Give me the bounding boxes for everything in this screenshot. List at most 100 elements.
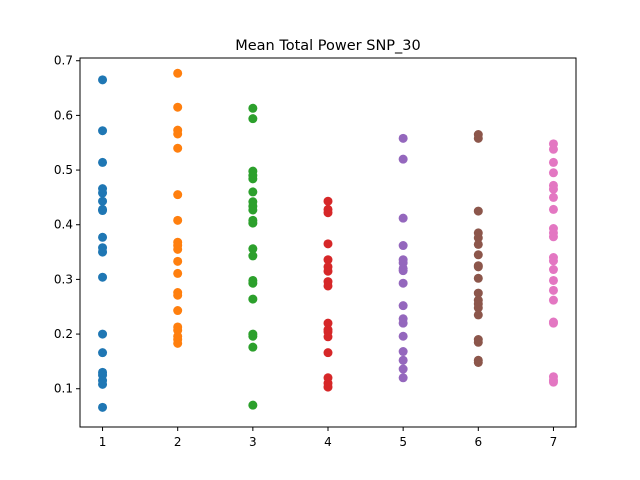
data-point xyxy=(248,205,258,215)
x-tick-label: 3 xyxy=(249,435,257,449)
data-point xyxy=(173,215,183,225)
x-tick-label: 1 xyxy=(99,435,107,449)
data-point xyxy=(98,402,108,412)
data-point xyxy=(98,157,108,167)
data-point xyxy=(323,239,333,249)
data-point xyxy=(323,318,333,328)
data-point xyxy=(248,331,258,341)
data-point xyxy=(548,168,558,178)
data-point xyxy=(248,251,258,261)
data-point xyxy=(548,232,558,242)
data-point xyxy=(248,218,258,228)
data-point xyxy=(323,255,333,265)
series-6 xyxy=(473,130,483,367)
data-point xyxy=(473,288,483,298)
data-point xyxy=(248,278,258,288)
data-point xyxy=(323,208,333,218)
data-point xyxy=(173,306,183,316)
data-point xyxy=(248,103,258,113)
data-point xyxy=(473,262,483,272)
data-point xyxy=(548,318,558,328)
series-5 xyxy=(398,133,408,383)
data-point xyxy=(473,303,483,313)
data-point xyxy=(173,268,183,278)
data-point xyxy=(548,285,558,295)
data-point xyxy=(248,342,258,352)
data-point xyxy=(398,355,408,365)
data-point xyxy=(398,133,408,143)
data-point xyxy=(323,382,333,392)
data-point xyxy=(473,233,483,243)
data-point xyxy=(398,364,408,374)
data-point xyxy=(248,114,258,124)
y-tick-label: 0.7 xyxy=(54,54,73,68)
data-point xyxy=(398,301,408,311)
data-point xyxy=(98,247,108,257)
data-point xyxy=(98,188,108,198)
y-tick-label: 0.3 xyxy=(54,272,73,286)
data-point xyxy=(248,400,258,410)
y-tick-label: 0.6 xyxy=(54,108,73,122)
data-point xyxy=(173,68,183,78)
data-point xyxy=(323,348,333,358)
x-tick-label: 2 xyxy=(174,435,182,449)
data-point xyxy=(98,126,108,136)
data-point xyxy=(173,102,183,112)
data-point xyxy=(398,373,408,383)
data-point xyxy=(548,157,558,167)
data-point xyxy=(248,244,258,254)
data-point xyxy=(398,347,408,357)
x-tick-label: 6 xyxy=(474,435,482,449)
data-point xyxy=(98,206,108,216)
series-7 xyxy=(548,139,558,387)
data-point xyxy=(398,331,408,341)
data-point xyxy=(473,133,483,143)
data-point xyxy=(398,154,408,164)
data-point xyxy=(98,232,108,242)
data-point xyxy=(548,192,558,202)
data-point xyxy=(398,278,408,288)
data-point xyxy=(173,244,183,254)
data-point xyxy=(398,318,408,328)
data-point xyxy=(173,290,183,300)
data-point xyxy=(548,265,558,275)
data-point xyxy=(548,204,558,214)
data-point xyxy=(323,281,333,291)
plot-frame xyxy=(79,57,577,428)
data-point xyxy=(173,256,183,266)
data-point xyxy=(98,196,108,206)
series-2 xyxy=(173,68,183,348)
data-point xyxy=(323,196,333,206)
x-tick-label: 4 xyxy=(324,435,332,449)
data-point xyxy=(98,329,108,339)
y-tick-label: 0.2 xyxy=(54,327,73,341)
x-tick-label: 7 xyxy=(550,435,558,449)
data-point xyxy=(548,184,558,194)
data-point xyxy=(98,272,108,282)
data-point xyxy=(473,273,483,283)
data-point xyxy=(173,190,183,200)
data-point xyxy=(248,174,258,184)
data-point xyxy=(98,379,108,389)
y-tick-label: 0.1 xyxy=(54,382,73,396)
x-tick-label: 5 xyxy=(399,435,407,449)
data-point xyxy=(473,250,483,260)
data-point xyxy=(98,75,108,85)
data-point xyxy=(473,310,483,320)
data-point xyxy=(98,348,108,358)
data-point xyxy=(398,266,408,276)
data-point xyxy=(398,241,408,251)
data-point xyxy=(473,337,483,347)
data-point xyxy=(248,187,258,197)
series-4 xyxy=(323,196,333,392)
data-point xyxy=(548,144,558,154)
data-point xyxy=(398,213,408,223)
chart-title: Mean Total Power SNP_30 xyxy=(235,38,421,54)
y-tick-label: 0.5 xyxy=(54,163,73,177)
data-point xyxy=(173,143,183,153)
data-point xyxy=(548,295,558,305)
data-point xyxy=(323,266,333,276)
data-point xyxy=(173,338,183,348)
